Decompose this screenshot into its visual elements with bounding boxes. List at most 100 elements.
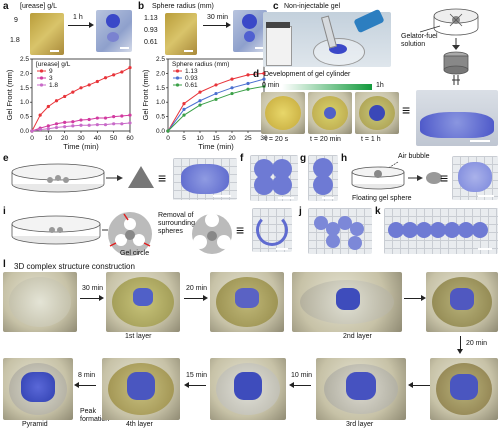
gel-layer — [450, 374, 478, 400]
gel-sphere-bottom — [107, 32, 119, 42]
data-point — [95, 123, 99, 127]
scale-bar — [120, 47, 129, 49]
gel-sphere — [254, 175, 274, 195]
arrow-l-2 — [184, 298, 204, 299]
x-axis-label: Time (min) — [63, 142, 99, 151]
legend-label: 9 — [49, 68, 53, 75]
x-tick-label: 15 — [212, 135, 220, 142]
step-time-5: 10 min — [291, 372, 313, 379]
y-axis-label: Gel Front (mm) — [141, 69, 150, 120]
data-point — [182, 102, 186, 106]
triangle-icon — [128, 166, 154, 188]
gel-circle-photo — [252, 208, 292, 252]
arrow-left-icon — [408, 382, 413, 388]
legend-marker — [39, 83, 44, 87]
scale-bar — [50, 50, 59, 52]
arrow-l-down — [460, 336, 461, 350]
radius-val-3: 0.61 — [144, 39, 158, 46]
data-point — [63, 125, 67, 129]
data-point — [198, 90, 202, 94]
t-1h: t = 1 h — [361, 136, 381, 143]
non-injectable-title: Non-injectable gel — [284, 3, 341, 10]
air-bubble-label: Air bubble — [398, 153, 430, 160]
scale-bar — [478, 248, 492, 250]
x-tick-label: 5 — [182, 135, 186, 142]
floating-gel-sphere — [458, 162, 492, 192]
data-point — [87, 83, 91, 87]
data-point — [120, 122, 124, 126]
data-point — [38, 127, 42, 132]
legend-label: 1.8 — [49, 82, 58, 89]
gel-circle-schematic — [108, 212, 152, 256]
data-point — [71, 120, 75, 124]
panel-label-j: j — [299, 206, 302, 217]
x-axis-label: Time (min) — [198, 142, 234, 151]
radius-photo — [165, 13, 197, 55]
pyramid-gel — [21, 372, 55, 402]
data-point — [214, 91, 218, 96]
gel-core — [369, 105, 385, 121]
y-tick-label: 2.5 — [20, 56, 29, 63]
panel-label-l: l — [3, 259, 6, 270]
y-tick-label: 1.0 — [156, 99, 165, 106]
equiv-symbol-h: ≡ — [440, 170, 449, 186]
gel-cylinder-title: Development of gel cylinder — [264, 71, 351, 78]
layer-4-label: 4th layer — [126, 421, 153, 428]
gel-circle-label: Gel circle — [120, 250, 150, 257]
y-tick-label: 2.0 — [156, 70, 165, 77]
y-tick-label: 0.5 — [156, 114, 165, 121]
arrow-left-icon — [184, 382, 189, 388]
data-point — [30, 129, 34, 133]
step-dish-2 — [210, 272, 284, 332]
time-label-b: 30 min — [207, 14, 229, 21]
glove — [353, 8, 385, 34]
letter-gel-photo — [308, 208, 372, 254]
data-point — [166, 129, 170, 133]
series-line — [167, 78, 265, 132]
data-point — [79, 86, 83, 90]
gel-sphere — [338, 216, 352, 230]
step-time-1: 30 min — [82, 285, 104, 292]
t-20s: t = 20 s — [265, 136, 289, 143]
urease-photo — [30, 13, 64, 55]
chart-a: 0 10 20 30 40 50 60 0.0 0.5 1.0 1.5 2.0 2.5 Time (min… — [5, 56, 134, 151]
arrow-left-icon — [289, 382, 294, 388]
step-dish-layer3 — [316, 358, 406, 420]
scale-bar — [213, 195, 231, 197]
dish-schematic-i — [11, 215, 108, 245]
data-point — [54, 99, 59, 103]
data-point — [103, 76, 108, 80]
data-point — [128, 113, 132, 117]
gel-sphere — [313, 158, 333, 178]
legend-marker — [39, 76, 44, 80]
data-point — [79, 118, 83, 122]
arrow-head-icon — [203, 295, 208, 301]
gel-sphere — [348, 236, 362, 250]
four-sphere-gel-photo — [250, 155, 298, 201]
y-tick-label: 1.5 — [156, 85, 165, 92]
syringe-photo — [263, 8, 391, 67]
data-point — [120, 70, 124, 74]
data-point — [95, 116, 99, 120]
step-dish-pyramid — [3, 358, 73, 420]
data-point — [214, 97, 218, 101]
gel-layer — [234, 372, 262, 400]
gel-layer — [133, 288, 153, 306]
blue-gel — [329, 44, 347, 54]
data-point — [262, 71, 266, 75]
scale-bar — [255, 47, 264, 49]
radius-header: Sphere radius (mm) — [152, 3, 214, 10]
layer-1-label: 1st layer — [125, 333, 152, 340]
data-point — [112, 122, 116, 126]
data-point — [262, 84, 266, 88]
data-point — [103, 123, 108, 127]
data-point — [87, 123, 91, 127]
triangle-gel-photo — [173, 158, 237, 200]
arrow-l-6 — [78, 385, 96, 386]
removal-label-line3: spheres — [158, 228, 183, 235]
gel-dish-20min — [308, 92, 352, 134]
removal-label-line2: surrounding — [158, 220, 195, 227]
dish-liquid — [9, 277, 71, 327]
data-point — [230, 91, 234, 96]
data-point — [112, 73, 116, 77]
